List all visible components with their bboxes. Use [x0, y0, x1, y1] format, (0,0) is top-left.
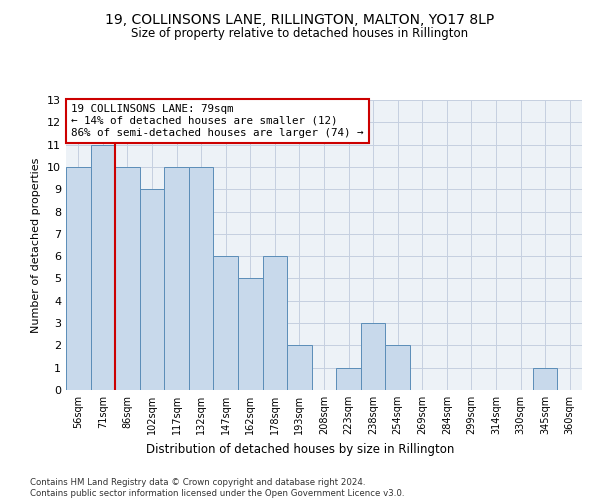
Bar: [287, 346, 312, 390]
Text: 19, COLLINSONS LANE, RILLINGTON, MALTON, YO17 8LP: 19, COLLINSONS LANE, RILLINGTON, MALTON,…: [106, 12, 494, 26]
Bar: [115, 167, 140, 390]
Bar: [385, 346, 410, 390]
Text: Distribution of detached houses by size in Rillington: Distribution of detached houses by size …: [146, 444, 454, 456]
Bar: [263, 256, 287, 390]
Bar: [533, 368, 557, 390]
Bar: [189, 167, 214, 390]
Bar: [336, 368, 361, 390]
Text: 19 COLLINSONS LANE: 79sqm
← 14% of detached houses are smaller (12)
86% of semi-: 19 COLLINSONS LANE: 79sqm ← 14% of detac…: [71, 104, 364, 138]
Bar: [238, 278, 263, 390]
Bar: [140, 189, 164, 390]
Bar: [91, 144, 115, 390]
Bar: [66, 167, 91, 390]
Text: Size of property relative to detached houses in Rillington: Size of property relative to detached ho…: [131, 28, 469, 40]
Bar: [214, 256, 238, 390]
Bar: [361, 323, 385, 390]
Bar: [164, 167, 189, 390]
Y-axis label: Number of detached properties: Number of detached properties: [31, 158, 41, 332]
Text: Contains HM Land Registry data © Crown copyright and database right 2024.
Contai: Contains HM Land Registry data © Crown c…: [30, 478, 404, 498]
